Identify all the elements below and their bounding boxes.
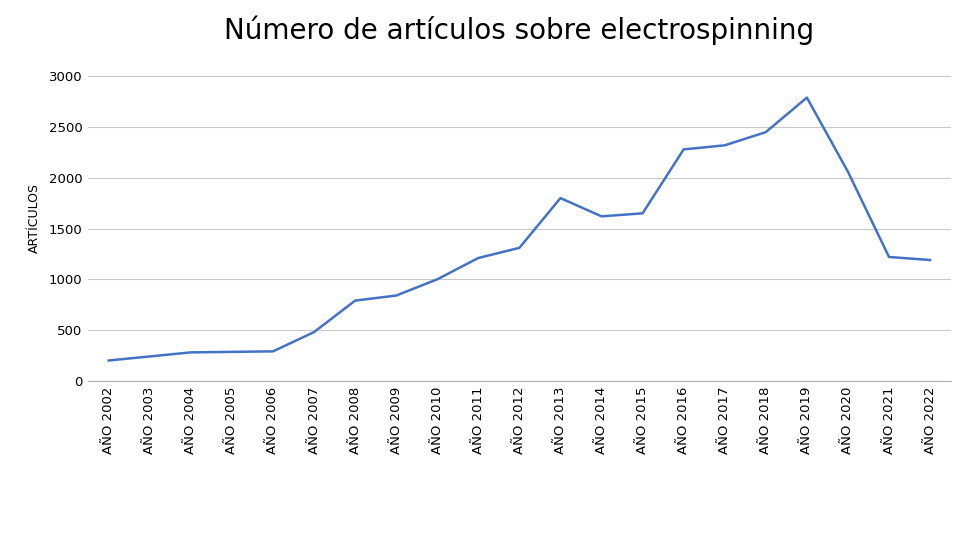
Title: Número de artículos sobre electrospinning: Número de artículos sobre electrospinnin… <box>224 16 814 45</box>
Y-axis label: ARTÍCULOS: ARTÍCULOS <box>27 184 40 253</box>
